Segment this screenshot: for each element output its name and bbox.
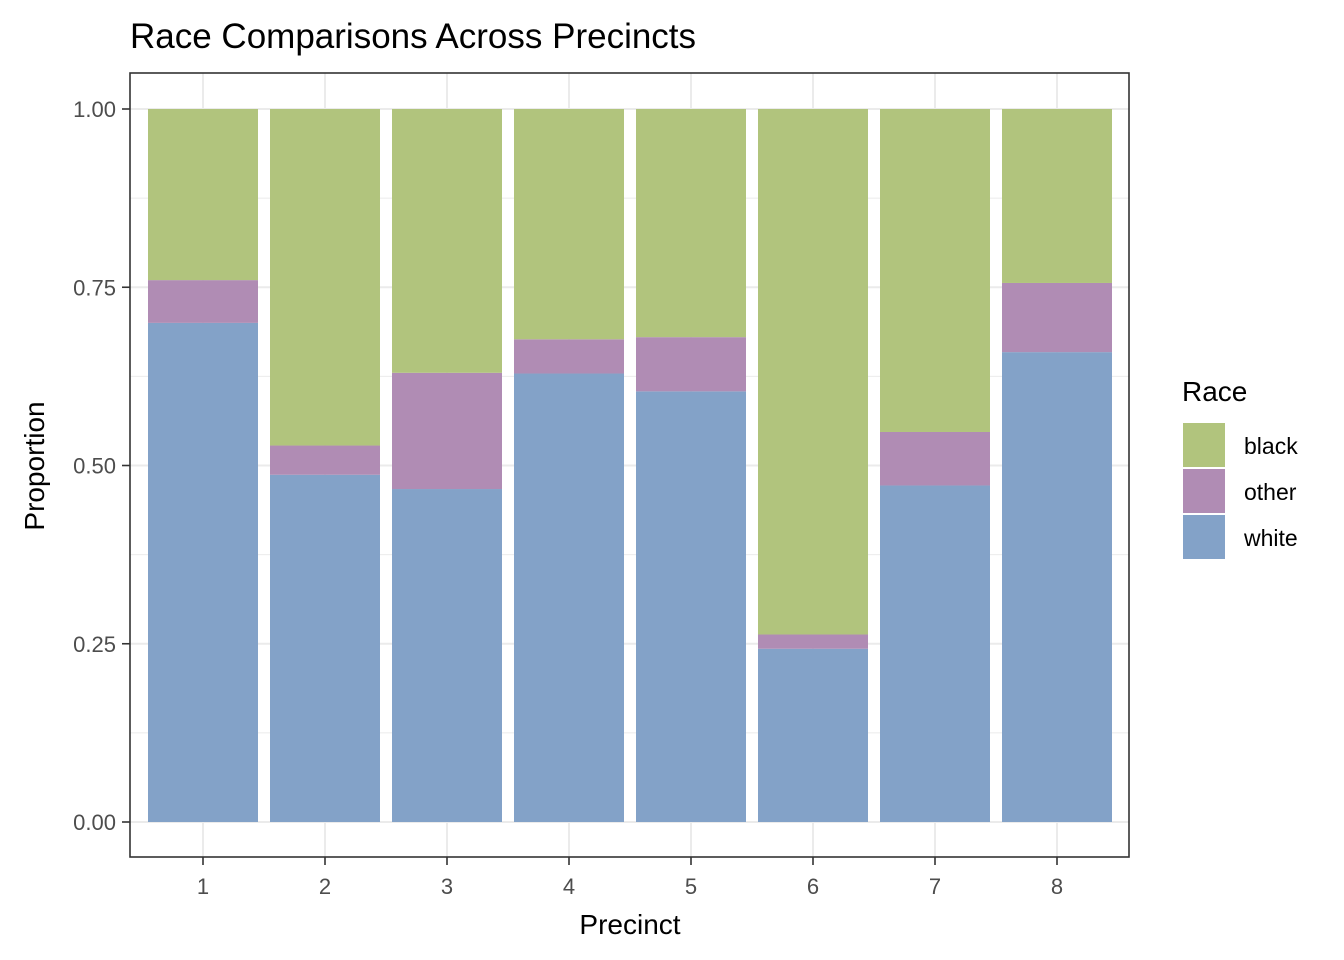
legend-title: Race: [1182, 376, 1247, 407]
y-tick-label: 0.75: [73, 275, 116, 300]
legend-label-black: black: [1244, 433, 1298, 459]
x-tick-label: 8: [1051, 874, 1063, 899]
legend-key-other: [1183, 469, 1225, 513]
bar-segment-black-precinct-6: [758, 109, 868, 635]
bar-segment-white-precinct-3: [392, 489, 502, 822]
bar-segment-black-precinct-5: [636, 109, 746, 338]
x-tick-label: 3: [441, 874, 453, 899]
x-tick-label: 6: [807, 874, 819, 899]
bar-segment-other-precinct-4: [514, 339, 624, 374]
bar-segment-black-precinct-3: [392, 109, 502, 373]
x-tick-label: 1: [197, 874, 209, 899]
y-tick-label: 0.25: [73, 632, 116, 657]
legend-key-black: [1183, 423, 1225, 467]
legend-label-white: white: [1243, 525, 1298, 551]
bar-segment-other-precinct-6: [758, 634, 868, 649]
y-tick-label: 0.00: [73, 810, 116, 835]
bar-segment-black-precinct-4: [514, 109, 624, 340]
x-tick-label: 7: [929, 874, 941, 899]
bar-segment-white-precinct-2: [270, 474, 380, 822]
bar-segment-black-precinct-8: [1002, 109, 1112, 283]
bar-segment-black-precinct-7: [880, 109, 990, 432]
bar-segment-white-precinct-8: [1002, 352, 1112, 822]
chart-title: Race Comparisons Across Precincts: [130, 17, 696, 56]
x-tick-label: 5: [685, 874, 697, 899]
legend: Race black other white: [1182, 376, 1298, 559]
bar-segment-white-precinct-1: [148, 322, 258, 822]
bar-segment-black-precinct-1: [148, 109, 258, 281]
legend-key-white: [1183, 515, 1225, 559]
x-axis-title: Precinct: [579, 909, 680, 940]
bar-segment-other-precinct-8: [1002, 282, 1112, 353]
y-tick-label: 1.00: [73, 97, 116, 122]
legend-label-other: other: [1244, 479, 1297, 505]
bar-segment-white-precinct-4: [514, 373, 624, 822]
y-tick-label: 0.50: [73, 454, 116, 479]
bar-segment-other-precinct-1: [148, 280, 258, 323]
bar-segment-other-precinct-7: [880, 431, 990, 486]
bar-segment-white-precinct-6: [758, 648, 868, 822]
bar-segment-other-precinct-3: [392, 372, 502, 490]
bar-segment-white-precinct-7: [880, 485, 990, 822]
y-axis-title: Proportion: [19, 401, 50, 530]
bar-segment-other-precinct-5: [636, 337, 746, 392]
bar-segment-other-precinct-2: [270, 445, 380, 475]
bar-segment-white-precinct-5: [636, 391, 746, 822]
x-tick-label: 4: [563, 874, 575, 899]
x-tick-label: 2: [319, 874, 331, 899]
bar-segment-black-precinct-2: [270, 109, 380, 446]
